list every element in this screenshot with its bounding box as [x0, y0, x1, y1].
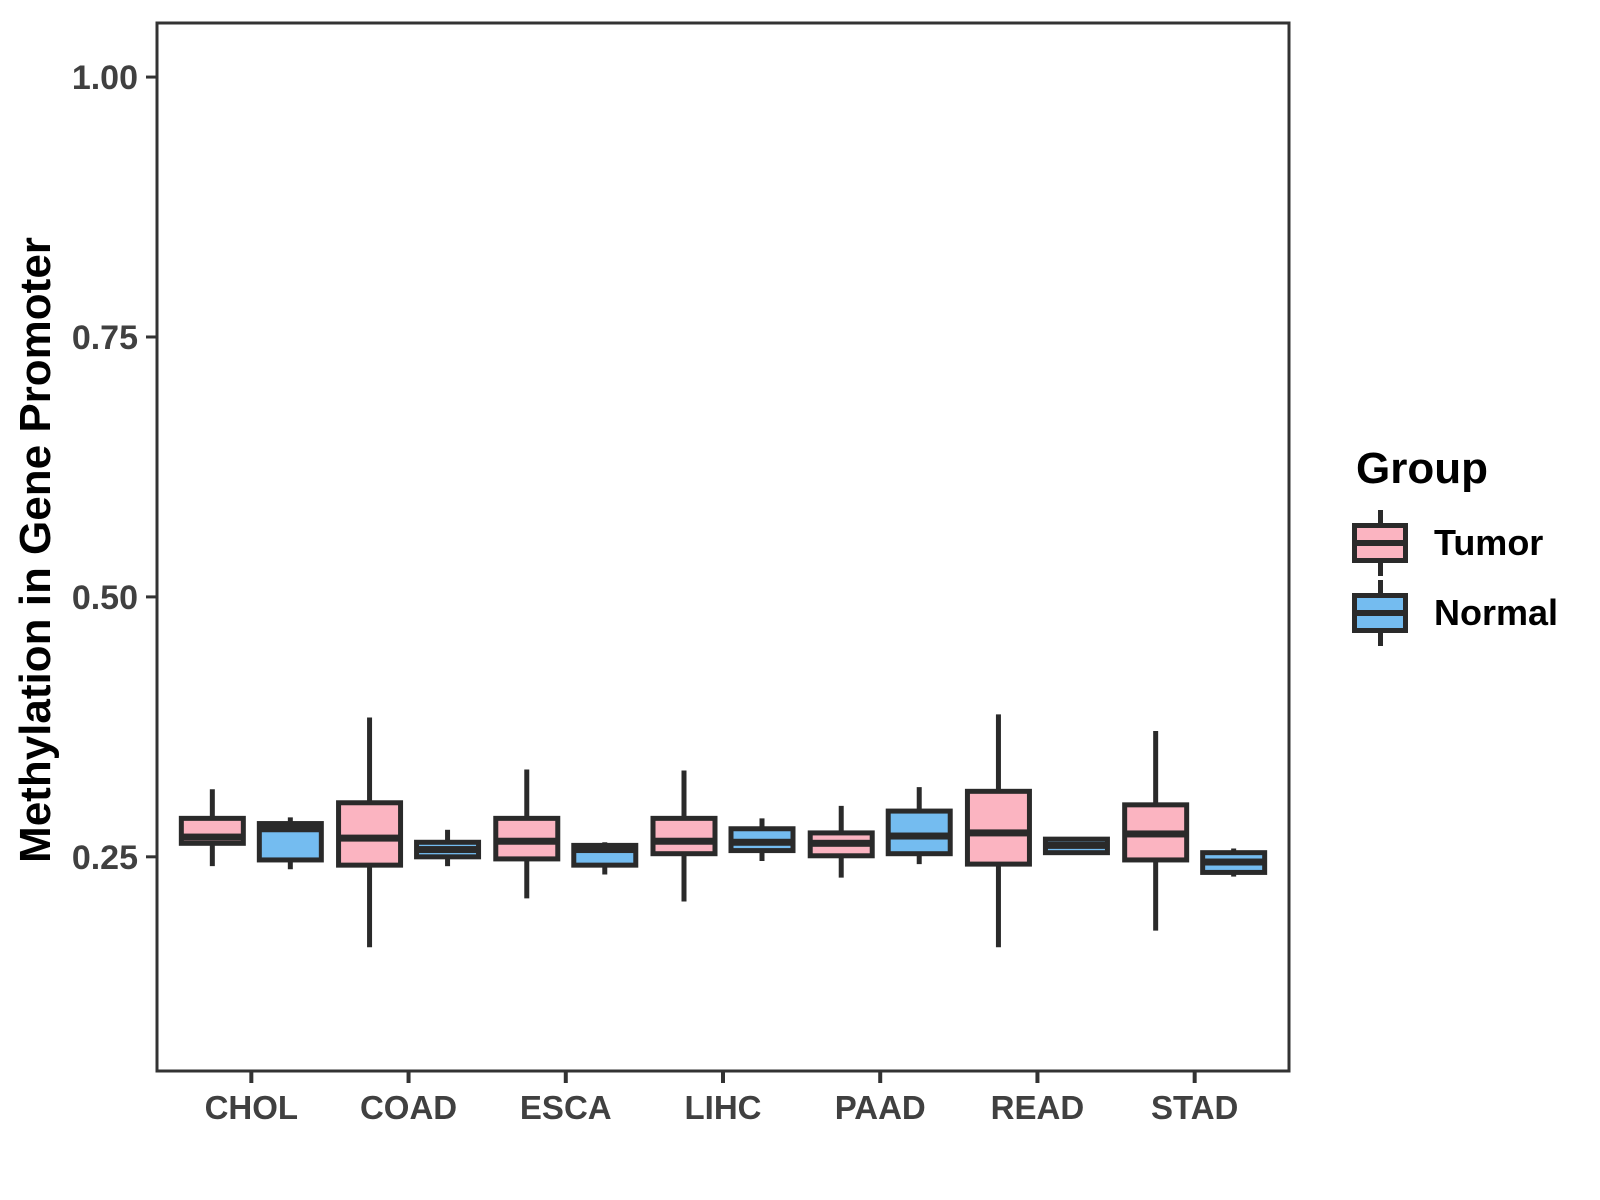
- legend-entry-tumor: Tumor: [1352, 510, 1558, 576]
- x-category-label: CHOL: [205, 1089, 299, 1126]
- median-normal-read: [1045, 841, 1108, 849]
- legend: Group Tumor Normal: [1352, 444, 1558, 646]
- median-normal-coad: [416, 846, 479, 854]
- median-tumor-stad: [1124, 830, 1187, 838]
- legend-label-tumor: Tumor: [1434, 522, 1544, 563]
- median-tumor-coad: [338, 834, 401, 842]
- median-tumor-lihc: [653, 837, 715, 845]
- median-tumor-read: [967, 829, 1030, 837]
- legend-label-normal: Normal: [1434, 592, 1559, 633]
- box-normal-paad: [885, 808, 953, 857]
- box-tumor-lihc: [650, 815, 718, 857]
- median-normal-stad: [1202, 858, 1265, 866]
- median-tumor-paad: [810, 839, 873, 847]
- boxplot-key-icon: [1352, 510, 1408, 576]
- key-median: [1357, 610, 1403, 616]
- y-axis-title: Methylation in Gene Promoter: [11, 237, 60, 863]
- x-category-label: STAD: [1151, 1089, 1238, 1126]
- y-tick-label: 0.50: [72, 579, 138, 617]
- x-category-label: COAD: [360, 1089, 457, 1126]
- x-category-label: ESCA: [520, 1089, 612, 1126]
- legend-entry-normal: Normal: [1352, 580, 1558, 646]
- median-tumor-chol: [181, 833, 244, 841]
- median-normal-paad: [888, 832, 951, 840]
- y-tick-label: 0.75: [72, 319, 138, 357]
- x-category-label: READ: [991, 1089, 1085, 1126]
- key-box-tumor: [1352, 523, 1408, 563]
- y-tick-label: 0.25: [72, 839, 138, 877]
- x-category-label: LIHC: [685, 1089, 762, 1126]
- y-tick-label: 1.00: [72, 59, 138, 97]
- x-category-label: PAAD: [835, 1089, 926, 1126]
- plot-panel-border: [155, 21, 1291, 1073]
- box-tumor-read: [964, 788, 1032, 867]
- median-normal-esca: [573, 846, 636, 854]
- key-box-normal: [1352, 593, 1408, 633]
- median-normal-chol: [259, 825, 322, 833]
- key-median: [1357, 540, 1403, 546]
- box-tumor-coad: [336, 800, 404, 868]
- median-normal-lihc: [731, 838, 793, 846]
- legend-title: Group: [1356, 444, 1488, 493]
- median-tumor-esca: [495, 837, 558, 845]
- boxplot-key-icon: [1352, 580, 1408, 646]
